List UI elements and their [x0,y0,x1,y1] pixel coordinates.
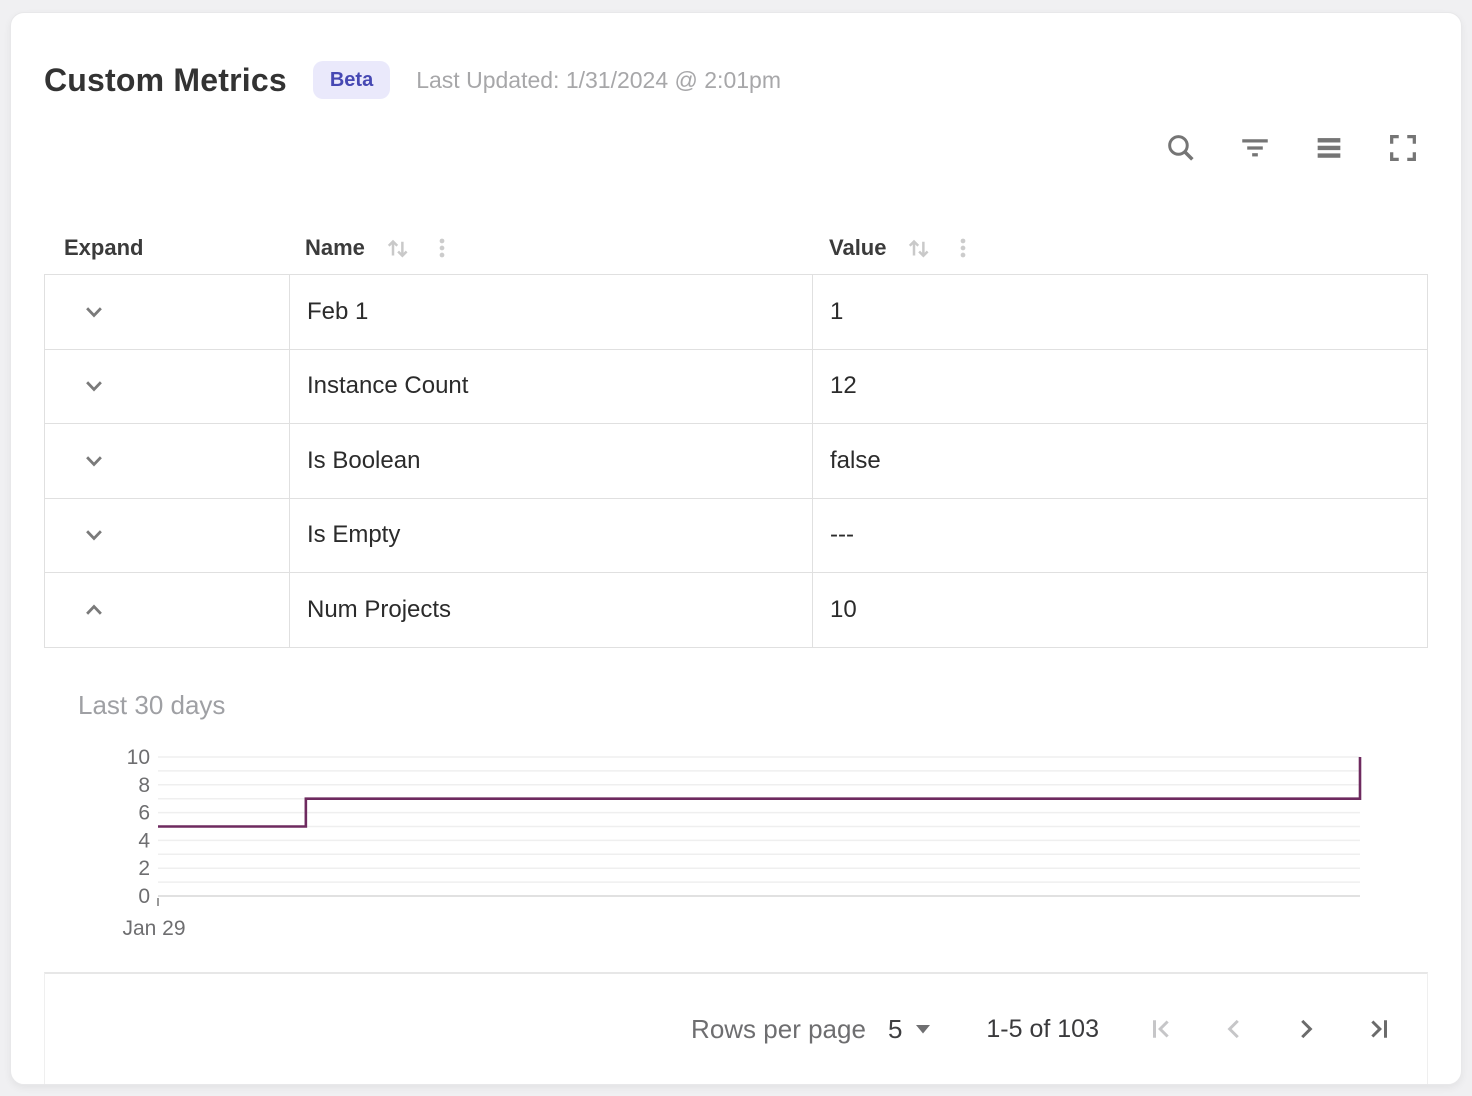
last-page-button[interactable] [1361,1012,1395,1046]
expand-cell [45,573,289,647]
value-cell: 12 [812,349,1428,423]
sparkline-chart: 0 2 4 6 8 10 Jan 29 [122,746,1362,940]
first-page-icon [1153,1020,1169,1038]
rows-per-page-label: Rows per page [691,1013,866,1044]
chevron-down-icon [86,456,102,467]
previous-page-button[interactable] [1217,1012,1251,1046]
chevron-right-icon [1301,1019,1313,1039]
chart-title: Last 30 days [78,689,226,720]
expand-toggle-button[interactable] [75,367,113,405]
y-axis-tick-label: 8 [138,773,150,796]
chevron-down-icon [86,381,102,392]
table-body: Feb 1 1 Instance Count 12 Is Boolean false Is … [44,274,1428,648]
metric-value: 1 [830,297,844,325]
rows-per-page-select[interactable]: 5 [887,1013,931,1045]
column-menu-icon[interactable] [429,235,455,261]
search-button[interactable] [1162,129,1200,167]
expand-cell [45,350,289,424]
table-row: Num Projects 10 [45,572,1427,647]
pagination-controls [1145,1012,1395,1046]
value-cell: false [812,424,1428,498]
expand-toggle-button[interactable] [75,442,113,480]
value-cell: 10 [812,573,1428,647]
page-title: Custom Metrics [44,61,287,98]
density-icon [1317,138,1341,158]
chevron-down-icon [86,530,102,541]
metric-name: Is Boolean [307,446,421,474]
expand-toggle-button[interactable] [75,293,113,331]
metric-value: false [830,446,881,474]
column-header-value[interactable]: Value [812,233,1428,263]
table-row: Is Empty --- [45,497,1428,573]
expand-cell [45,275,289,349]
column-header-expand: Expand [44,235,288,261]
expanded-row-detail: Last 30 days 0 2 4 6 8 10 Jan 29 [56,690,1428,943]
table-toolbar [44,129,1428,167]
y-axis-tick-label: 0 [138,885,150,908]
custom-metrics-card: Custom Metrics Beta Last Updated: 1/31/2… [10,12,1462,1085]
metric-value: 12 [830,372,857,400]
expand-cell [45,499,289,573]
y-axis-tick-label: 2 [138,857,150,880]
chevron-left-icon [1227,1019,1239,1039]
table-row: Is Boolean false [45,423,1427,498]
expand-toggle-button[interactable] [75,591,113,629]
filter-button[interactable] [1236,129,1274,167]
fullscreen-icon [1390,135,1416,161]
y-axis-tick-label: 4 [138,829,150,852]
metric-name: Feb 1 [307,297,369,325]
metric-name: Instance Count [307,372,469,400]
expand-cell [45,424,289,498]
name-cell: Is Empty [289,498,812,572]
column-menu-icon[interactable] [950,235,976,261]
name-cell: Feb 1 [289,275,812,349]
table-header-row: Expand Name Value [44,222,1428,274]
name-cell: Num Projects [289,573,812,647]
value-cell: 1 [812,275,1428,349]
column-label: Expand [64,235,144,260]
density-button[interactable] [1310,129,1348,167]
metric-name: Num Projects [307,595,452,623]
table-row: Instance Count 12 [45,348,1428,424]
chevron-up-icon [86,604,102,615]
page-header: Custom Metrics Beta Last Updated: 1/31/2… [44,57,1428,103]
search-icon [1168,135,1194,161]
sort-icon[interactable] [383,233,413,263]
chevron-down-icon [86,307,102,318]
name-cell: Is Boolean [289,424,812,498]
y-axis-tick-label: 6 [138,801,150,824]
next-page-button[interactable] [1289,1012,1323,1046]
column-label: Name [305,235,365,260]
pagination-footer: Rows per page 5 1-5 of 103 [44,972,1428,1084]
x-axis-tick-label: Jan 29 [122,917,185,940]
step-line-series [158,756,1362,828]
last-page-icon [1371,1020,1387,1038]
rows-per-page-value: 5 [887,1013,903,1044]
fullscreen-button[interactable] [1384,129,1422,167]
first-page-button[interactable] [1145,1012,1179,1046]
column-label: Value [829,235,887,260]
chevron-down-icon [916,1024,931,1033]
sort-icon[interactable] [904,233,934,263]
metric-value: --- [830,521,854,549]
name-cell: Instance Count [289,349,812,423]
expand-toggle-button[interactable] [75,516,113,554]
last-updated-text: Last Updated: 1/31/2024 @ 2:01pm [416,66,781,93]
page-range-label: 1-5 of 103 [986,1014,1099,1043]
value-cell: --- [812,498,1428,572]
beta-badge: Beta [312,61,391,99]
y-axis-tick-label: 10 [127,746,150,769]
column-header-name[interactable]: Name [288,233,812,263]
table-row: Feb 1 1 [45,275,1427,349]
metric-value: 10 [830,595,857,623]
filter-icon [1242,139,1268,157]
metric-name: Is Empty [307,521,401,549]
